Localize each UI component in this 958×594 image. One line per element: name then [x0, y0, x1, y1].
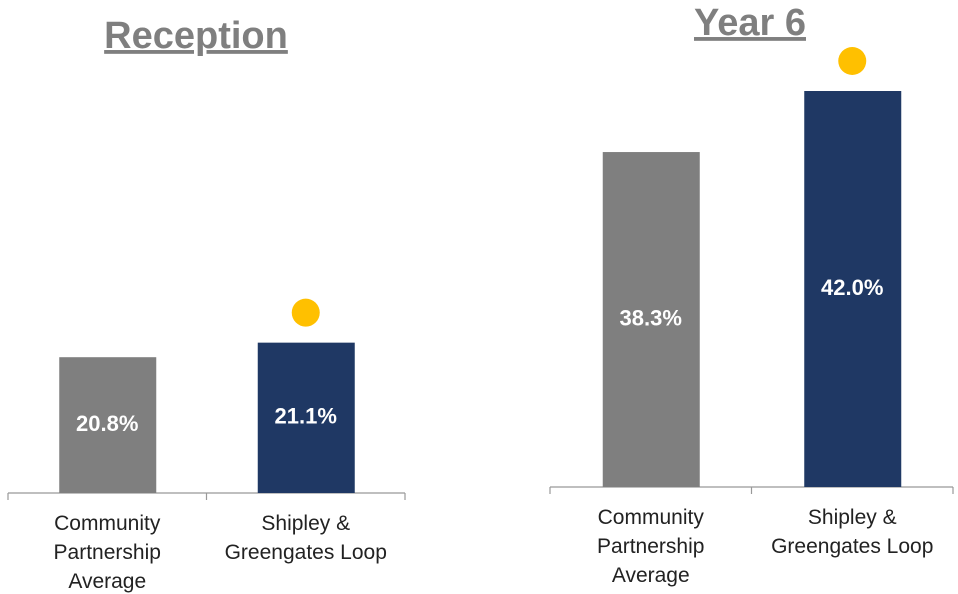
- value-label: 21.1%: [275, 404, 337, 429]
- value-label: 42.0%: [821, 275, 883, 300]
- value-label: 20.8%: [76, 411, 138, 436]
- x-tick-label: Community Partnership Average: [597, 506, 705, 587]
- x-tick-label: Community Partnership Average: [53, 512, 161, 593]
- bar: [59, 357, 157, 493]
- status-dot: [838, 47, 867, 75]
- status-dot: [291, 298, 320, 327]
- bar: [804, 91, 902, 487]
- bar: [602, 152, 700, 488]
- x-tick-label: Shipley & Greengates Loop: [224, 512, 387, 564]
- chart-title: Reception: [104, 15, 288, 57]
- value-label: 38.3%: [620, 305, 682, 330]
- x-tick-label: Shipley & Greengates Loop: [771, 506, 934, 558]
- bar: [257, 342, 355, 493]
- chart-title: Year 6: [694, 2, 806, 44]
